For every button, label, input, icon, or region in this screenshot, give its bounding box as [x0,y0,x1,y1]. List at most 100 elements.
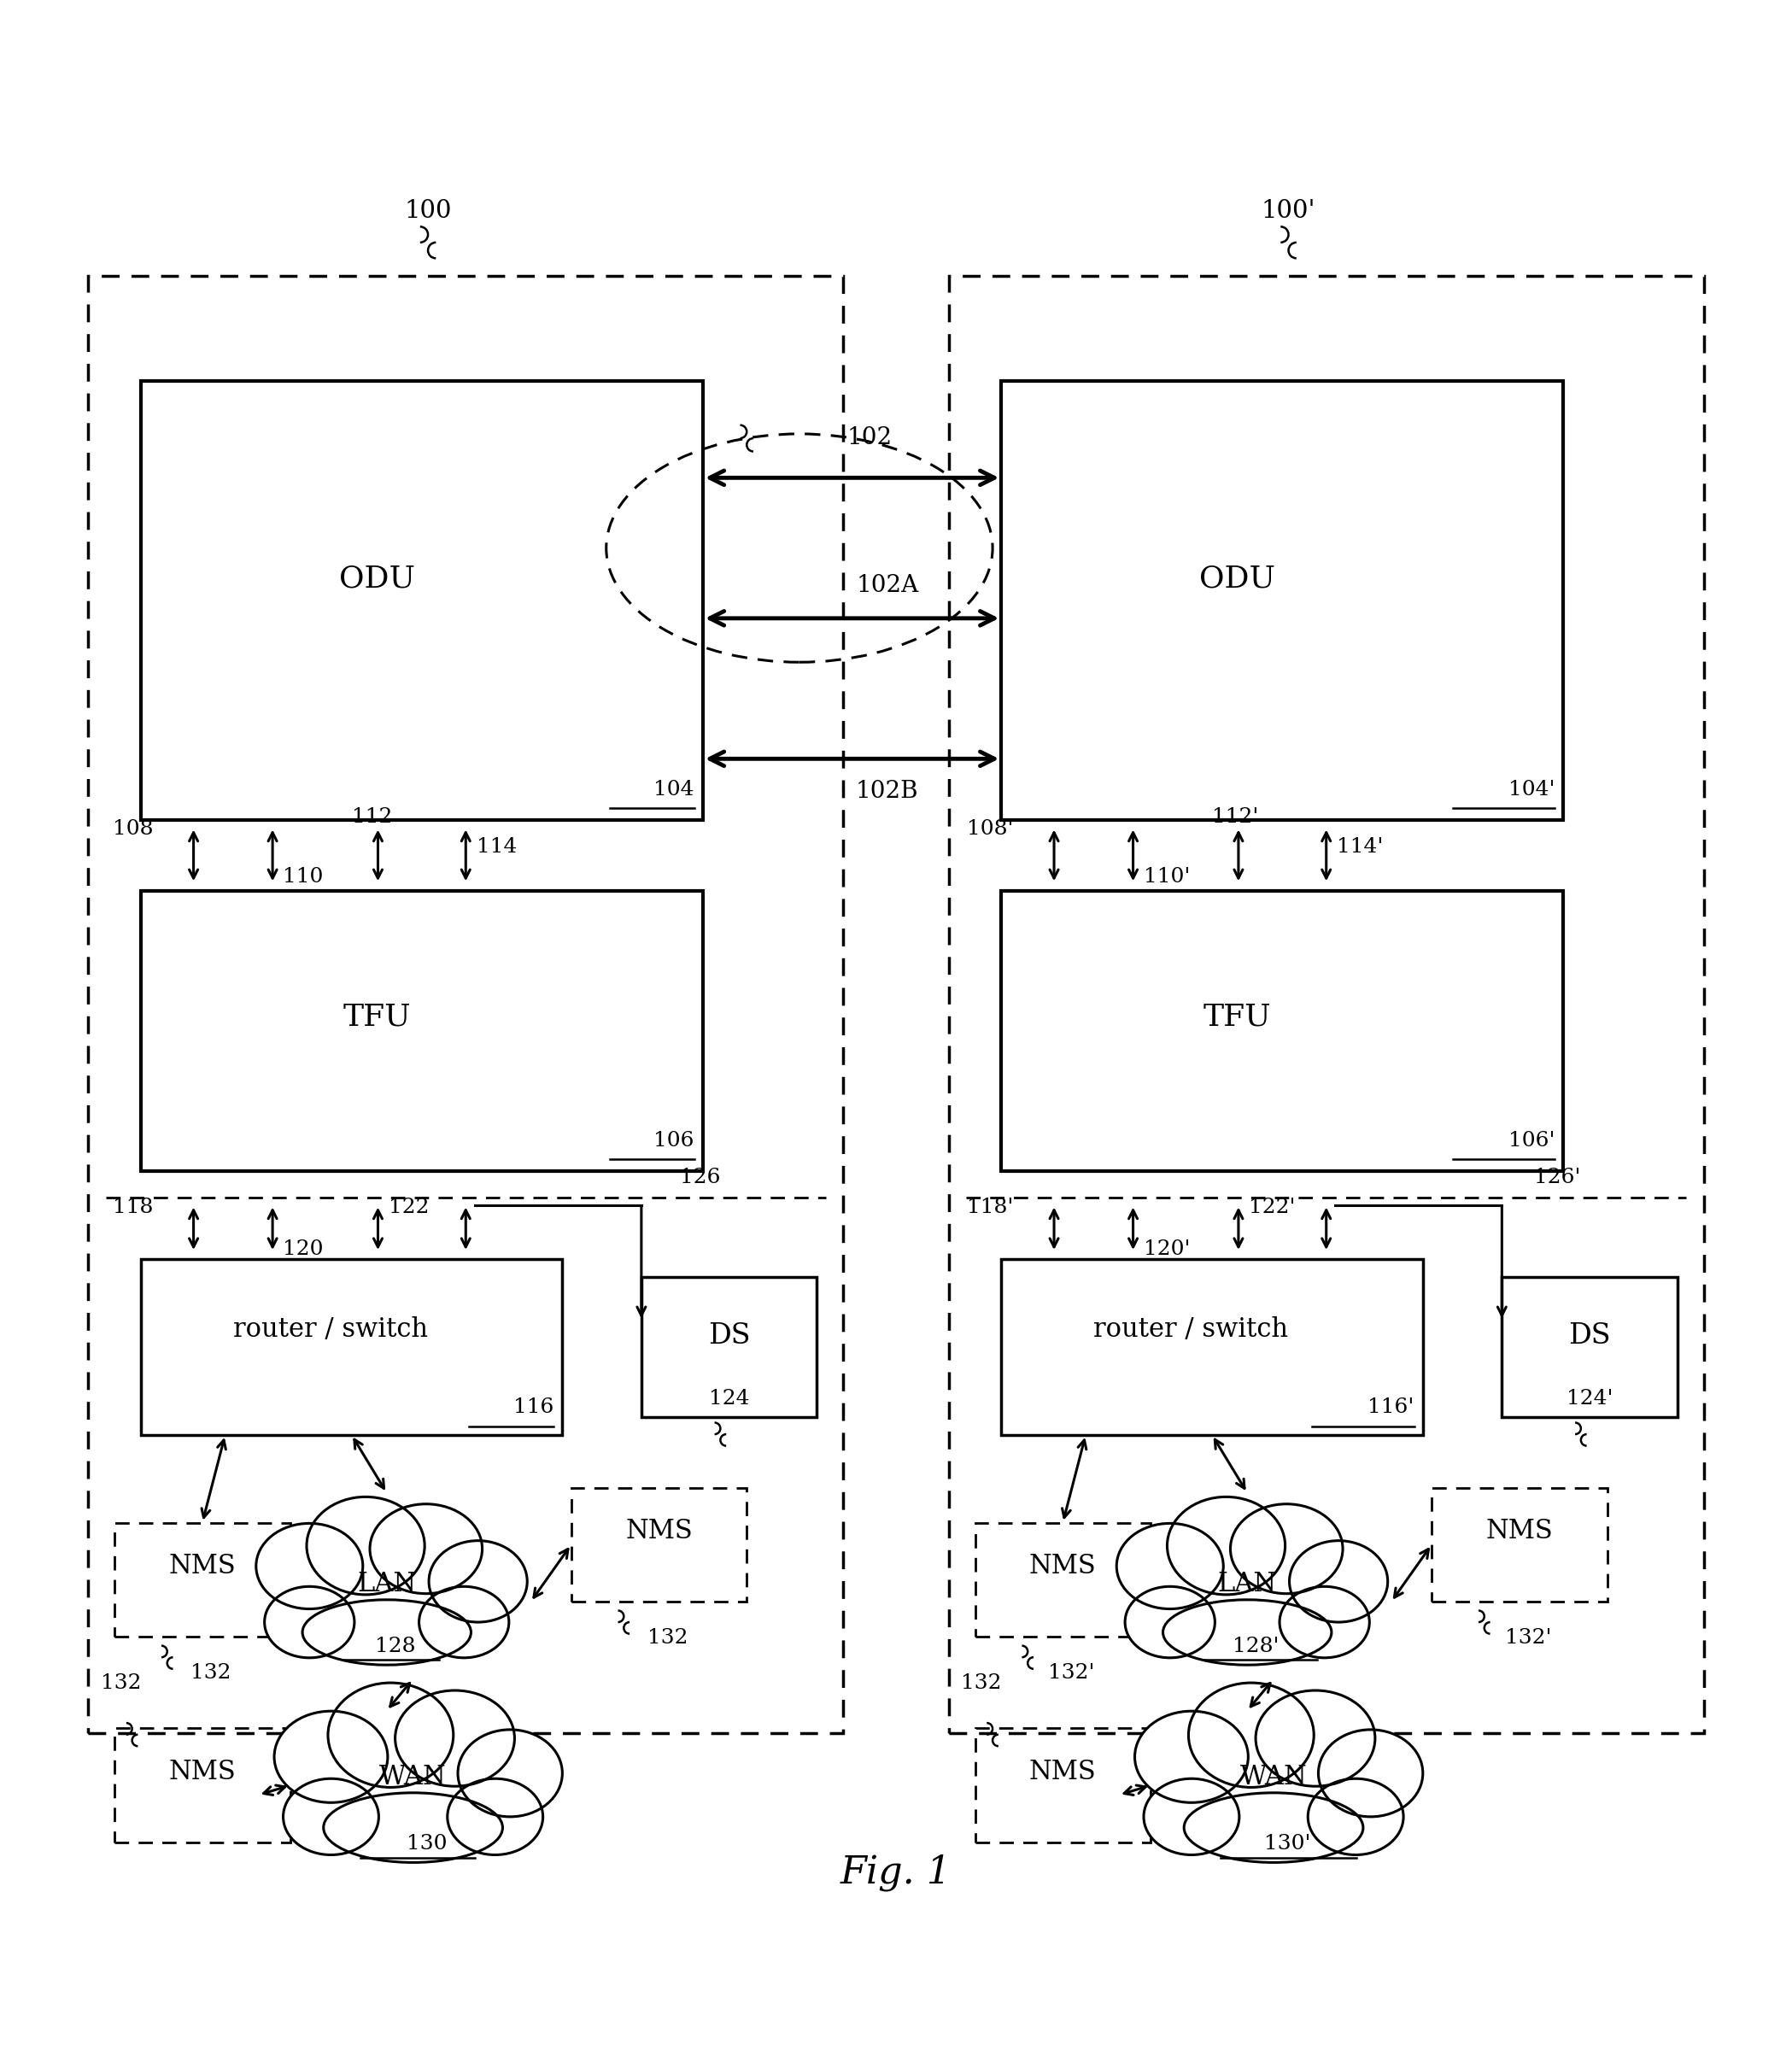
Text: NMS: NMS [1029,1759,1097,1786]
Bar [1432,1487,1607,1602]
Text: 108': 108' [968,819,1014,839]
Ellipse shape [324,1792,502,1862]
Text: 128: 128 [375,1637,416,1656]
Ellipse shape [1279,1586,1369,1658]
Text: 132: 132 [647,1629,688,1648]
Text: 100: 100 [405,200,452,223]
Text: 118: 118 [113,1198,152,1217]
Ellipse shape [419,1586,509,1658]
Text: ODU: ODU [339,565,416,594]
Text: ODU: ODU [1199,565,1276,594]
Text: 132': 132' [1048,1664,1095,1683]
Bar [115,1728,290,1841]
Ellipse shape [1163,1600,1331,1664]
Ellipse shape [1319,1730,1423,1817]
Bar [1002,1260,1423,1435]
Bar [948,276,1704,1734]
Ellipse shape [1308,1780,1403,1856]
Text: NMS: NMS [168,1759,237,1786]
Bar [115,1522,290,1637]
Ellipse shape [303,1600,471,1664]
Text: WAN: WAN [1240,1765,1306,1790]
Text: LAN: LAN [1219,1571,1276,1598]
Bar [1002,381,1563,821]
Text: 102B: 102B [857,779,919,802]
Ellipse shape [265,1586,355,1658]
Text: 130: 130 [407,1833,448,1854]
Text: 108: 108 [113,819,152,839]
Text: NMS: NMS [168,1553,237,1579]
Text: 120': 120' [1143,1239,1190,1260]
Text: 130': 130' [1265,1833,1312,1854]
Text: NMS: NMS [625,1518,692,1544]
Text: 132': 132' [1505,1629,1552,1648]
Text: 132: 132 [190,1664,231,1683]
Bar [142,1260,563,1435]
Text: TFU: TFU [1204,1002,1271,1031]
Text: TFU: TFU [342,1002,410,1031]
Bar [975,1728,1150,1841]
Ellipse shape [369,1503,482,1594]
Ellipse shape [1167,1497,1285,1594]
Text: router / switch: router / switch [1093,1316,1288,1342]
Bar [1002,891,1563,1171]
Text: 110: 110 [283,866,324,887]
Text: DS: DS [1568,1322,1611,1349]
Text: Fig. 1: Fig. 1 [840,1854,952,1891]
Ellipse shape [1134,1711,1249,1802]
Text: WAN: WAN [380,1765,446,1790]
Text: 116: 116 [513,1398,554,1417]
Text: router / switch: router / switch [233,1316,428,1342]
Text: NMS: NMS [1486,1518,1554,1544]
Bar [142,381,702,821]
Text: DS: DS [708,1322,751,1349]
Ellipse shape [1116,1524,1224,1608]
Text: 122: 122 [389,1198,428,1217]
Bar [142,891,702,1171]
Ellipse shape [428,1540,527,1623]
Text: 126': 126' [1534,1167,1581,1188]
Bar [642,1276,817,1417]
Ellipse shape [1185,1792,1364,1862]
Text: 132: 132 [961,1674,1002,1693]
Text: 112': 112' [1211,806,1258,827]
Ellipse shape [457,1730,563,1817]
Text: 132: 132 [100,1674,142,1693]
Text: 126: 126 [679,1167,720,1188]
Bar [572,1487,747,1602]
Text: 124: 124 [710,1390,749,1408]
Ellipse shape [1125,1586,1215,1658]
Text: 104': 104' [1509,779,1555,800]
Text: 120: 120 [283,1239,324,1260]
Ellipse shape [448,1780,543,1856]
Text: 124': 124' [1566,1390,1613,1408]
Ellipse shape [1290,1540,1387,1623]
Bar [1502,1276,1677,1417]
Text: 116': 116' [1367,1398,1414,1417]
Text: 102: 102 [848,427,892,450]
Text: 114': 114' [1337,837,1383,856]
Text: NMS: NMS [1029,1553,1097,1579]
Ellipse shape [256,1524,362,1608]
Text: 106': 106' [1509,1130,1555,1151]
Ellipse shape [1256,1691,1374,1786]
Text: 110': 110' [1143,866,1190,887]
Text: 118': 118' [968,1198,1014,1217]
Ellipse shape [274,1711,387,1802]
Text: 106: 106 [654,1130,694,1151]
Bar [88,276,844,1734]
Ellipse shape [1188,1683,1314,1788]
Text: 100': 100' [1262,200,1315,223]
Ellipse shape [1143,1780,1240,1856]
Ellipse shape [396,1691,514,1786]
Bar [975,1522,1150,1637]
Ellipse shape [328,1683,453,1788]
Text: 122': 122' [1249,1198,1296,1217]
Ellipse shape [283,1780,378,1856]
Text: 102A: 102A [857,573,919,598]
Ellipse shape [1231,1503,1342,1594]
Text: 114: 114 [477,837,516,856]
Text: LAN: LAN [357,1571,416,1598]
Text: 104: 104 [654,779,694,800]
Ellipse shape [306,1497,425,1594]
